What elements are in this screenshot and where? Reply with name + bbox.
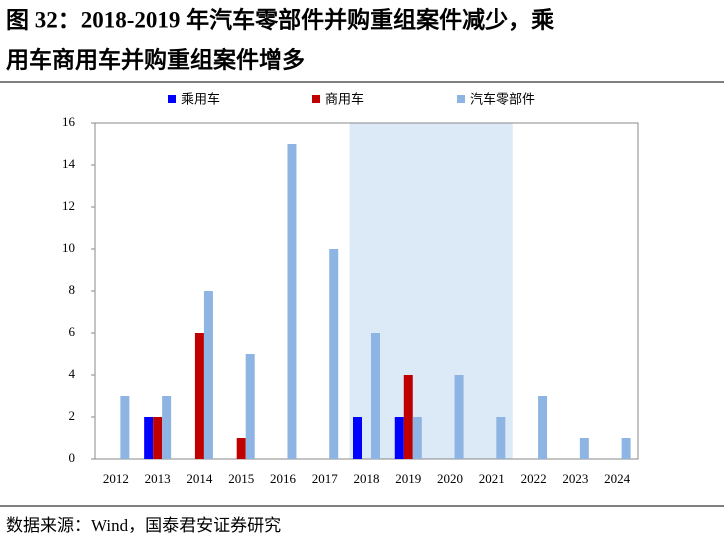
bar [194, 333, 204, 459]
x-tick-label: 2018 [354, 471, 380, 486]
x-tick-label: 2012 [103, 471, 129, 486]
x-tick-label: 2022 [521, 471, 547, 486]
legend-swatch [168, 95, 176, 103]
y-tick-label: 6 [69, 324, 76, 339]
bar [245, 354, 255, 459]
x-tick-label: 2015 [228, 471, 254, 486]
x-tick-label: 2019 [395, 471, 421, 486]
bar [144, 417, 154, 459]
y-tick-label: 12 [62, 198, 75, 213]
bar [329, 249, 339, 459]
bar [621, 438, 631, 459]
legend-swatch [457, 95, 465, 103]
bar [153, 417, 163, 459]
x-tick-label: 2023 [562, 471, 588, 486]
y-tick-label: 0 [69, 450, 76, 465]
chart-title: 用车商用车并购重组案件增多 [6, 46, 305, 72]
bar [579, 438, 589, 459]
legend-label: 汽车零部件 [470, 92, 535, 108]
x-tick-label: 2014 [186, 471, 213, 486]
bar [287, 144, 297, 459]
bar [454, 375, 464, 459]
legend-label: 乘用车 [181, 92, 220, 108]
bar [236, 438, 246, 459]
y-tick-label: 10 [62, 240, 75, 255]
bar [538, 396, 548, 459]
x-tick-label: 2013 [145, 471, 171, 486]
x-tick-label: 2020 [437, 471, 463, 486]
bar [162, 396, 172, 459]
legend-swatch [312, 95, 320, 103]
y-tick-label: 16 [62, 114, 76, 129]
x-tick-label: 2016 [270, 471, 297, 486]
bar [120, 396, 130, 459]
bar [371, 333, 380, 459]
bar [353, 417, 362, 459]
bar [496, 417, 506, 459]
x-tick-label: 2024 [604, 471, 631, 486]
legend-label: 商用车 [325, 92, 364, 108]
y-tick-label: 2 [69, 408, 76, 423]
y-tick-label: 4 [69, 366, 76, 381]
x-tick-label: 2021 [479, 471, 505, 486]
bar [203, 291, 213, 459]
y-tick-label: 8 [69, 282, 76, 297]
bar [412, 417, 422, 459]
source: 数据来源：Wind，国泰君安证券研究 [6, 516, 281, 535]
y-tick-label: 14 [62, 156, 76, 171]
chart-title: 图 32：2018-2019 年汽车零部件并购重组案件减少，乘 [6, 6, 554, 32]
x-tick-label: 2017 [312, 471, 339, 486]
bar [394, 417, 404, 459]
bar [403, 375, 413, 459]
